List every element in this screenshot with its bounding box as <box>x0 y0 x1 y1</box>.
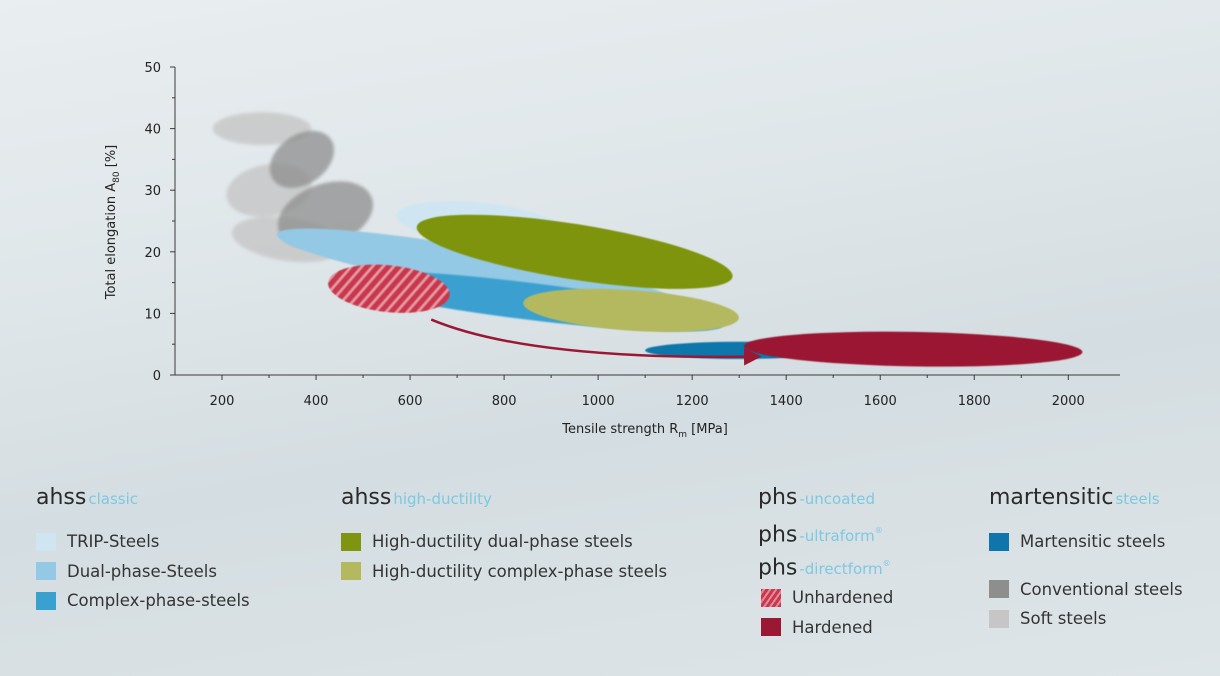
legend-item-martensitic: Martensitic steels <box>989 527 1183 557</box>
x-tick-label: 1800 <box>958 394 991 409</box>
legend-title-directform: phs -directform® <box>758 555 891 581</box>
x-tick-label: 400 <box>304 394 329 409</box>
y-tick-label: 20 <box>144 246 161 261</box>
region-ellipse <box>328 264 450 313</box>
legend-martensitic: martensitic steels Martensitic steels Con… <box>989 484 1183 634</box>
legend-item-soft: Soft steels <box>989 604 1183 634</box>
swatch <box>989 609 1009 628</box>
region-ellipse <box>523 288 739 332</box>
trend-arrow-path <box>430 318 762 366</box>
legend-title-uncoated: phs -uncoated <box>758 485 876 510</box>
swatch <box>36 562 56 581</box>
y-tick-label: 10 <box>144 307 161 322</box>
svg-text:Tensile strength Rm [MPa]: Tensile strength Rm [MPa] <box>561 422 728 440</box>
region-ellipse <box>212 112 312 146</box>
swatch <box>36 532 56 551</box>
regions <box>212 112 1083 367</box>
swatch <box>989 532 1009 551</box>
y-axis-title: Total elongation A80 [%] <box>104 145 122 301</box>
legend-item-conventional: Conventional steels <box>989 575 1183 605</box>
region-unhardened <box>328 264 450 313</box>
legend-title-ultraform: phs -ultraform® <box>758 522 883 548</box>
legend-item-hardened: Hardened <box>758 613 893 643</box>
y-tick-label: 50 <box>144 61 161 76</box>
swatch <box>761 588 781 607</box>
swatch <box>341 562 361 581</box>
x-tick-label: 1600 <box>864 394 897 409</box>
legend-item-complex-phase: Complex-phase-steels <box>36 586 250 616</box>
legend-ahss-classic: ahss classic TRIP-Steels Dual-phase-Steel… <box>36 484 250 616</box>
region-high-ductility-dual-phase-steels <box>416 214 733 289</box>
x-axis-title: Tensile strength Rm [MPa] <box>561 422 728 440</box>
x-tick-label: 600 <box>398 394 423 409</box>
legend-title: martensitic steels <box>989 485 1160 510</box>
swatch <box>761 618 781 637</box>
legend-item-dual-phase: Dual-phase-Steels <box>36 557 250 587</box>
region-hardened <box>743 331 1083 367</box>
swatch <box>36 591 56 610</box>
x-tick-label: 200 <box>210 394 235 409</box>
legend-item-hd-complex-phase: High-ductility complex-phase steels <box>341 557 667 587</box>
legend-ahss-high-ductility: ahss high-ductility High-ductility dual-p… <box>341 484 667 586</box>
x-tick-label: 1200 <box>676 394 709 409</box>
y-tick-label: 0 <box>153 369 161 384</box>
chart: 200 400 600 800 1000 1200 1400 1600 1800 2000 0 10 2… <box>104 61 1120 440</box>
legend-title: ahss high-ductility <box>341 485 492 510</box>
trend-arrow <box>430 318 762 366</box>
region-ellipse <box>743 331 1083 367</box>
x-tick-label: 1400 <box>770 394 803 409</box>
legend-item-unhardened: Unhardened <box>758 583 893 613</box>
region-ellipse <box>269 130 335 188</box>
y-tick-label: 30 <box>144 184 161 199</box>
x-tick-label: 1000 <box>582 394 615 409</box>
legend-item-hd-dual-phase: High-ductility dual-phase steels <box>341 527 667 557</box>
legend-title: ahss classic <box>36 485 139 510</box>
swatch <box>989 580 1009 599</box>
region-high-ductility-complex-phase-steels <box>523 288 739 332</box>
axes: 200 400 600 800 1000 1200 1400 1600 1800 2000 0 10 2… <box>144 61 1120 409</box>
x-tick-label: 800 <box>492 394 517 409</box>
region-ellipse <box>416 214 733 289</box>
x-tick-label: 2000 <box>1052 394 1085 409</box>
svg-text:Total elongation A80 [%]: Total elongation A80 [%] <box>104 145 122 301</box>
legend-phs: phs -uncoated phs -ultraform® phs -directfo… <box>758 484 893 642</box>
legend-item-trip: TRIP-Steels <box>36 527 250 557</box>
swatch <box>341 532 361 551</box>
y-tick-label: 40 <box>144 123 161 138</box>
